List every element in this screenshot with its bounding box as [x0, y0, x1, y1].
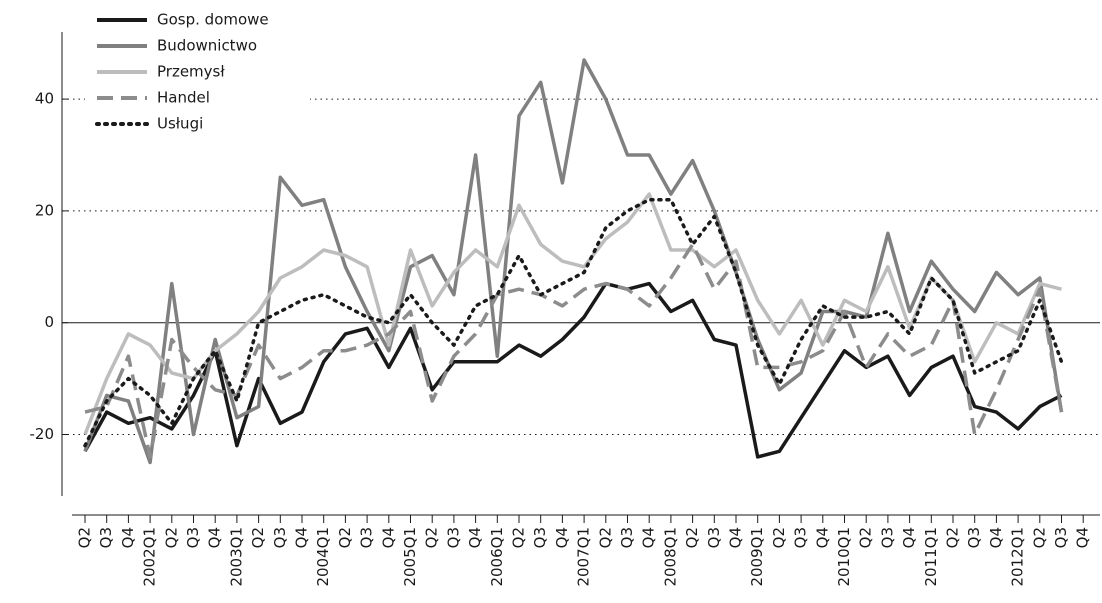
x-tick-label: Q2 [249, 527, 267, 548]
x-tick-label: Q4 [379, 527, 397, 548]
x-tick-label: 2011Q1 [922, 527, 940, 587]
x-tick-label: Q3 [1052, 527, 1070, 548]
x-tick-label: Q4 [1074, 527, 1092, 548]
legend-label: Budownictwo [157, 37, 257, 55]
x-tick-label: Q2 [770, 527, 788, 548]
x-tick-label: Q4 [553, 527, 571, 548]
x-tick-label: 2006Q1 [488, 527, 506, 587]
x-tick-label: Q4 [900, 527, 918, 548]
x-tick-label: Q4 [727, 527, 745, 548]
x-tick-label: Q3 [531, 527, 549, 548]
x-tick-label: Q3 [792, 527, 810, 548]
x-tick-label: Q2 [423, 527, 441, 548]
x-tick-label: 2003Q1 [227, 527, 245, 587]
legend-label: Handel [157, 89, 210, 107]
x-tick-label: Q3 [358, 527, 376, 548]
y-tick-label: 40 [35, 90, 54, 108]
x-tick-label: Q2 [76, 527, 94, 548]
x-tick-label: Q3 [184, 527, 202, 548]
x-tick-label: Q2 [510, 527, 528, 548]
x-tick-label: Q3 [705, 527, 723, 548]
legend-label: Przemysł [157, 63, 225, 81]
x-tick-label: Q4 [640, 527, 658, 548]
x-tick-label: Q3 [965, 527, 983, 548]
x-tick-label: 2010Q1 [835, 527, 853, 587]
x-tick-label: Q3 [618, 527, 636, 548]
series-line [83, 58, 1064, 465]
x-tick-label: Q2 [683, 527, 701, 548]
x-tick-label: 2007Q1 [575, 527, 593, 587]
x-tick-label: Q2 [162, 527, 180, 548]
series-line [83, 197, 1064, 448]
x-tick-label: Q2 [944, 527, 962, 548]
series-line [83, 192, 1062, 436]
legend: Gosp. domowe Budownictwo Przemysł Handel Usł… [85, 8, 310, 140]
series-line [84, 242, 1064, 459]
x-tick-label: Q2 [596, 527, 614, 548]
y-tick-label: 0 [44, 313, 54, 331]
x-tick-label: Q2 [336, 527, 354, 548]
x-tick-label: 2009Q1 [748, 527, 766, 587]
x-tick-label: Q3 [271, 527, 289, 548]
x-tick-label: Q4 [466, 527, 484, 548]
legend-label: Usługi [157, 115, 203, 133]
x-tick-label: Q4 [813, 527, 831, 548]
y-tick-label: -20 [30, 425, 55, 443]
x-tick-label: 2004Q1 [314, 527, 332, 587]
x-tick-label: Q2 [1030, 527, 1048, 548]
x-tick-label: Q4 [293, 527, 311, 548]
x-tick-label: Q4 [119, 527, 137, 548]
x-tick-label: 2012Q1 [1009, 527, 1027, 587]
x-tick-label: Q4 [987, 527, 1005, 548]
legend-label: Gosp. domowe [157, 11, 269, 29]
x-tick-label: 2005Q1 [401, 527, 419, 587]
x-tick-label: Q4 [206, 527, 224, 548]
y-tick-label: 20 [35, 201, 54, 219]
x-tick-label: Q3 [444, 527, 462, 548]
x-tick-label: Q3 [878, 527, 896, 548]
x-tick-label: 2008Q1 [661, 527, 679, 587]
x-tick-label: Q2 [857, 527, 875, 548]
x-tick-label: 2002Q1 [141, 527, 159, 587]
series-line [83, 281, 1063, 459]
x-tick-label: Q3 [97, 527, 115, 548]
